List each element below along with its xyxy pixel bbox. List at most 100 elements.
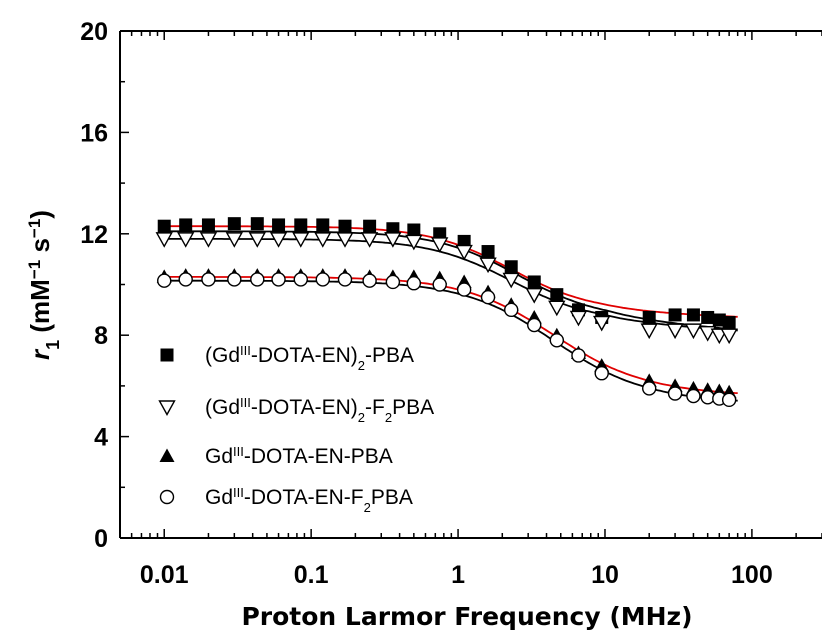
legend-item-3: GdIII-DOTA-EN-F2PBA bbox=[159, 485, 413, 515]
y-tick-label: 0 bbox=[94, 525, 108, 553]
series-0-point bbox=[157, 219, 171, 233]
series-0-point bbox=[433, 227, 447, 241]
series-1-point bbox=[569, 310, 588, 327]
series-0-point bbox=[712, 313, 726, 327]
series-1-point bbox=[384, 232, 402, 248]
legend-label-0: (GdIII-DOTA-EN)2-PBA bbox=[205, 343, 414, 373]
y-axis-label: r1 (mM−1 s−1) bbox=[25, 210, 64, 360]
x-tick-label: 1 bbox=[451, 561, 465, 589]
series-3-point bbox=[157, 273, 172, 288]
x-axis-label: Proton Larmor Frequency (MHz) bbox=[241, 602, 692, 631]
series-1-point bbox=[269, 232, 288, 248]
series-1-point bbox=[525, 287, 543, 304]
series-3-point bbox=[293, 272, 308, 287]
series-1-point bbox=[177, 232, 195, 248]
series-3-point bbox=[178, 272, 193, 287]
series-0-point bbox=[338, 219, 352, 233]
series-3-point bbox=[250, 272, 265, 287]
series-1-point bbox=[405, 234, 423, 251]
y-tick-label: 4 bbox=[94, 424, 108, 452]
y-tick-label: 20 bbox=[80, 18, 108, 46]
series-3-point bbox=[271, 272, 286, 287]
series-0-point bbox=[550, 288, 564, 302]
series-1-point bbox=[336, 232, 354, 248]
series-0-point bbox=[179, 218, 193, 232]
series-3-point bbox=[432, 277, 447, 292]
series-0-point bbox=[481, 245, 495, 259]
series-0-point bbox=[294, 218, 308, 232]
legend-marker-shape bbox=[158, 400, 176, 416]
series-1-point bbox=[225, 232, 244, 248]
series-3-point bbox=[642, 381, 657, 396]
legend-marker-shape bbox=[159, 448, 175, 462]
legend-marker-shape bbox=[159, 489, 175, 505]
series-3-point bbox=[527, 317, 542, 333]
x-tick-labels: 0.01 0.1 1 10 100 bbox=[140, 561, 773, 589]
series-3-point bbox=[201, 272, 216, 287]
series-0-point bbox=[227, 217, 241, 231]
series-1-point bbox=[431, 237, 449, 253]
series-3-point bbox=[686, 388, 701, 404]
series-3-point bbox=[406, 276, 422, 291]
series-1-point bbox=[666, 323, 684, 340]
series-3-point bbox=[667, 386, 683, 401]
legend-marker-3 bbox=[159, 489, 175, 505]
series-0-point bbox=[363, 219, 377, 233]
y-tick-label: 8 bbox=[94, 322, 108, 350]
series-0-point bbox=[316, 218, 330, 232]
series-0-point bbox=[527, 275, 541, 289]
y-tick-label: 12 bbox=[80, 221, 108, 249]
x-tick-label: 0.1 bbox=[294, 561, 329, 589]
series-0-point bbox=[386, 222, 400, 236]
series-1-point bbox=[720, 328, 738, 345]
series-3-point bbox=[385, 274, 401, 290]
series-0-point bbox=[701, 310, 715, 324]
series-1-point bbox=[593, 315, 611, 332]
series-1-point bbox=[640, 323, 658, 340]
y-tick-label: 16 bbox=[80, 119, 108, 147]
x-tick-label: 10 bbox=[591, 561, 619, 589]
series-3-point bbox=[315, 272, 330, 287]
legend: (GdIII-DOTA-EN)2-PBA (GdIII-DOTA-EN)2-F2… bbox=[158, 343, 434, 515]
legend-marker-1 bbox=[158, 400, 176, 416]
series-0-point bbox=[642, 310, 656, 324]
fit-curve-3 bbox=[164, 275, 738, 394]
series-3-point bbox=[337, 272, 353, 287]
legend-item-0: (GdIII-DOTA-EN)2-PBA bbox=[160, 343, 414, 373]
legend-marker-2 bbox=[159, 448, 175, 462]
series-1-point bbox=[360, 232, 379, 248]
y-tick-labels: 0 4 8 12 16 20 bbox=[80, 18, 108, 553]
axis-ticks bbox=[119, 30, 822, 539]
series-1-point bbox=[248, 232, 266, 248]
series-0-point bbox=[272, 218, 286, 232]
series-0-point bbox=[668, 308, 682, 322]
series-3-point bbox=[362, 273, 377, 288]
series-0-point bbox=[201, 218, 215, 232]
series-1-point bbox=[155, 232, 173, 248]
series-1-point bbox=[548, 300, 566, 317]
series-1-point bbox=[292, 232, 310, 248]
series-0-point bbox=[250, 217, 264, 231]
series-3-point bbox=[504, 302, 519, 318]
series-3-point bbox=[721, 392, 737, 408]
x-tick-label: 100 bbox=[731, 561, 773, 589]
legend-label-1: (GdIII-DOTA-EN)2-F2PBA bbox=[205, 395, 434, 425]
legend-marker-0 bbox=[160, 348, 174, 362]
series-3-point bbox=[594, 366, 609, 381]
fit-curve-1 bbox=[164, 230, 738, 331]
legend-label-2: GdIII-DOTA-EN-PBA bbox=[205, 444, 393, 469]
series-3-point bbox=[227, 272, 242, 287]
series-0-point bbox=[722, 316, 736, 330]
data-points bbox=[155, 217, 738, 408]
legend-marker-shape bbox=[160, 348, 174, 362]
series-3-point bbox=[480, 289, 496, 305]
series-1-point bbox=[199, 232, 218, 248]
series-1-point bbox=[479, 257, 497, 274]
series-1-point bbox=[684, 323, 703, 340]
legend-item-2: GdIII-DOTA-EN-PBA bbox=[159, 444, 393, 469]
series-0-point bbox=[457, 234, 471, 248]
legend-item-1: (GdIII-DOTA-EN)2-F2PBA bbox=[158, 395, 434, 425]
series-1-point bbox=[455, 244, 473, 261]
series-3-point bbox=[456, 282, 472, 297]
